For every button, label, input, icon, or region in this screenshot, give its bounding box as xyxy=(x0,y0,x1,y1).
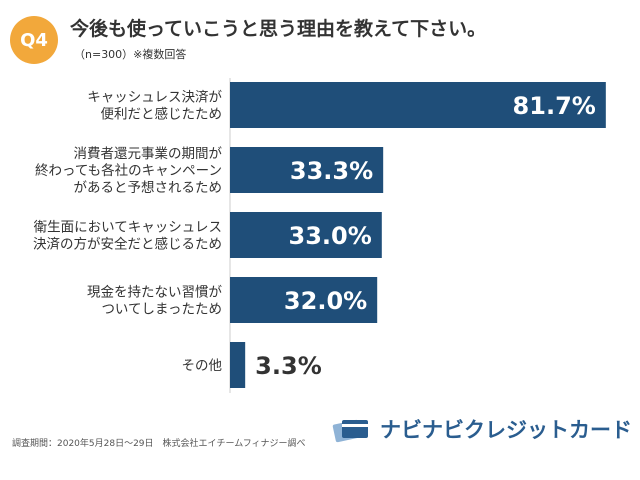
value-label-1: 33.3% xyxy=(290,157,373,185)
question-badge: Q4 xyxy=(10,16,58,64)
category-label-2: 衛生面においてキャッシュレス決済の方が安全だと感じるため xyxy=(33,220,222,253)
page-title: 今後も使っていこうと思う理由を教えて下さい。 xyxy=(70,18,487,40)
bar-4 xyxy=(230,342,246,388)
category-label-1: 消費者還元事業の期間が終わっても各社のキャンペーンがあると予想されるため xyxy=(35,146,222,196)
value-label-2: 33.0% xyxy=(289,222,372,250)
bar-chart: キャッシュレス決済が便利だと感じたため 81.7% 消費者還元事業の期間が終わっても… xyxy=(33,78,606,393)
brand-logo-text: ナビナビクレジットカード xyxy=(380,418,632,442)
category-label-3: 現金を持たない習慣がついてしまったため xyxy=(87,285,222,318)
category-label-0: キャッシュレス決済が便利だと感じたため xyxy=(87,90,222,123)
bar-0 xyxy=(230,82,606,128)
category-label-4: その他 xyxy=(182,358,223,374)
value-label-3: 32.0% xyxy=(284,287,367,315)
bar-2 xyxy=(230,212,382,258)
survey-note: 調査期間：2020年5月28日〜29日 株式会社エイチームフィナジー調べ xyxy=(12,439,306,449)
credit-card-icon xyxy=(332,419,368,443)
bar-1 xyxy=(230,147,384,193)
value-label-4: 3.3% xyxy=(255,352,322,380)
sample-size-note: （n=300）※複数回答 xyxy=(74,48,187,61)
brand-logo: ナビナビクレジットカード xyxy=(332,414,632,444)
bar-3 xyxy=(230,277,378,323)
value-label-0: 81.7% xyxy=(513,92,596,120)
